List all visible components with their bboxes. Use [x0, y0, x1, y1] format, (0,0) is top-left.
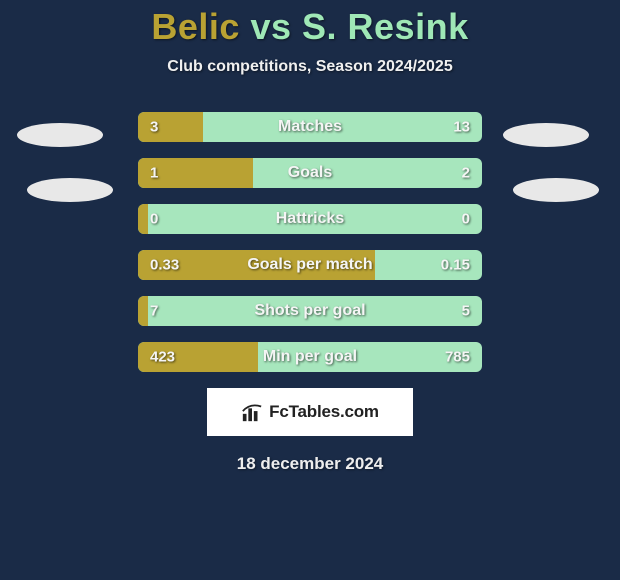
stat-value-left: 0.33 [150, 257, 179, 274]
stat-label: Hattricks [138, 210, 482, 228]
stat-row: 1Goals2 [138, 158, 482, 188]
stat-value-right: 2 [462, 165, 470, 182]
badge-brand: FcTables.com [269, 402, 379, 422]
stat-value-right: 0 [462, 211, 470, 228]
fctables-badge[interactable]: FcTables.com [207, 388, 413, 436]
date-text: 18 december 2024 [0, 454, 620, 474]
player-photo-placeholder [503, 123, 589, 147]
vs-text: vs [250, 6, 291, 47]
stat-value-right: 5 [462, 303, 470, 320]
subtitle: Club competitions, Season 2024/2025 [0, 58, 620, 76]
stat-value-left: 3 [150, 119, 158, 136]
stat-row: 3Matches13 [138, 112, 482, 142]
stat-value-left: 7 [150, 303, 158, 320]
stat-row: 7Shots per goal5 [138, 296, 482, 326]
stat-value-right: 0.15 [441, 257, 470, 274]
comparison-title: Belic vs S. Resink [0, 0, 620, 48]
stat-fill-left [138, 112, 203, 142]
stat-value-right: 13 [453, 119, 470, 136]
player1-name: Belic [151, 6, 240, 47]
stat-row: 0.33Goals per match0.15 [138, 250, 482, 280]
chart-area: 3Matches13 1Goals2 0Hattricks0 0.33Goals pe… [0, 112, 620, 372]
stat-fill-left [138, 296, 148, 326]
stat-value-left: 423 [150, 349, 175, 366]
player-photo-placeholder [27, 178, 113, 202]
player-photo-placeholder [513, 178, 599, 202]
stat-fill-left [138, 204, 148, 234]
stat-row: 423Min per goal785 [138, 342, 482, 372]
stat-value-left: 0 [150, 211, 158, 228]
stat-value-left: 1 [150, 165, 158, 182]
stat-row: 0Hattricks0 [138, 204, 482, 234]
bars-logo-icon [241, 401, 263, 423]
stat-label: Shots per goal [138, 302, 482, 320]
stat-value-right: 785 [445, 349, 470, 366]
player-photo-placeholder [17, 123, 103, 147]
player2-name: S. Resink [302, 6, 469, 47]
